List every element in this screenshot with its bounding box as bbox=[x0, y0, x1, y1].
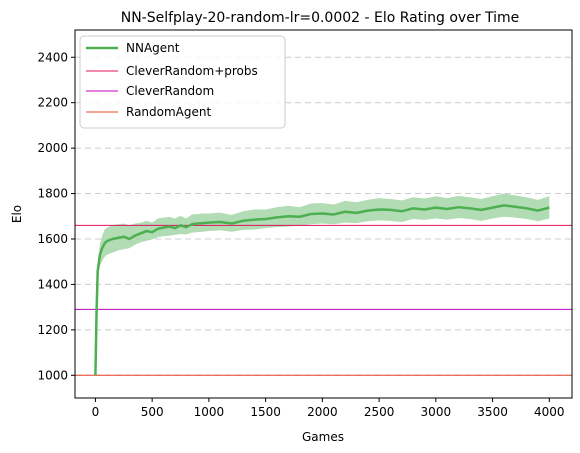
x-tick-label: 500 bbox=[141, 405, 164, 419]
baseline-lines bbox=[75, 225, 572, 375]
x-axis-ticks: 0 500 1000 1500 2000 2500 3000 3500 4000 bbox=[92, 398, 565, 419]
y-tick-label: 1200 bbox=[37, 323, 68, 337]
x-tick-label: 4000 bbox=[534, 405, 565, 419]
legend-label-nnagent: NNAgent bbox=[126, 41, 180, 55]
x-tick-label: 0 bbox=[92, 405, 100, 419]
confidence-band-layer bbox=[95, 194, 549, 376]
confidence-band bbox=[95, 194, 549, 376]
y-axis-label: Elo bbox=[10, 205, 24, 223]
y-tick-label: 2000 bbox=[37, 141, 68, 155]
x-tick-label: 2500 bbox=[364, 405, 395, 419]
legend-label-cleverrandom-probs: CleverRandom+probs bbox=[126, 64, 258, 78]
x-tick-label: 3000 bbox=[421, 405, 452, 419]
y-axis-ticks: 1000 1200 1400 1600 1800 2000 2200 2400 bbox=[37, 50, 75, 382]
x-tick-label: 1500 bbox=[250, 405, 281, 419]
legend: NNAgent CleverRandom+probs CleverRandom … bbox=[80, 36, 285, 128]
x-axis-label: Games bbox=[302, 430, 344, 444]
x-tick-label: 2000 bbox=[307, 405, 338, 419]
y-tick-label: 1600 bbox=[37, 232, 68, 246]
x-tick-label: 3500 bbox=[477, 405, 508, 419]
legend-label-cleverrandom: CleverRandom bbox=[126, 84, 214, 98]
legend-label-randomagent: RandomAgent bbox=[126, 105, 211, 119]
x-tick-label: 1000 bbox=[194, 405, 225, 419]
y-tick-label: 1800 bbox=[37, 187, 68, 201]
y-tick-label: 2400 bbox=[37, 50, 68, 64]
y-tick-label: 2200 bbox=[37, 96, 68, 110]
chart-title: NN-Selfplay-20-random-lr=0.0002 - Elo Ra… bbox=[121, 10, 520, 26]
y-tick-label: 1400 bbox=[37, 277, 68, 291]
y-tick-label: 1000 bbox=[37, 368, 68, 382]
